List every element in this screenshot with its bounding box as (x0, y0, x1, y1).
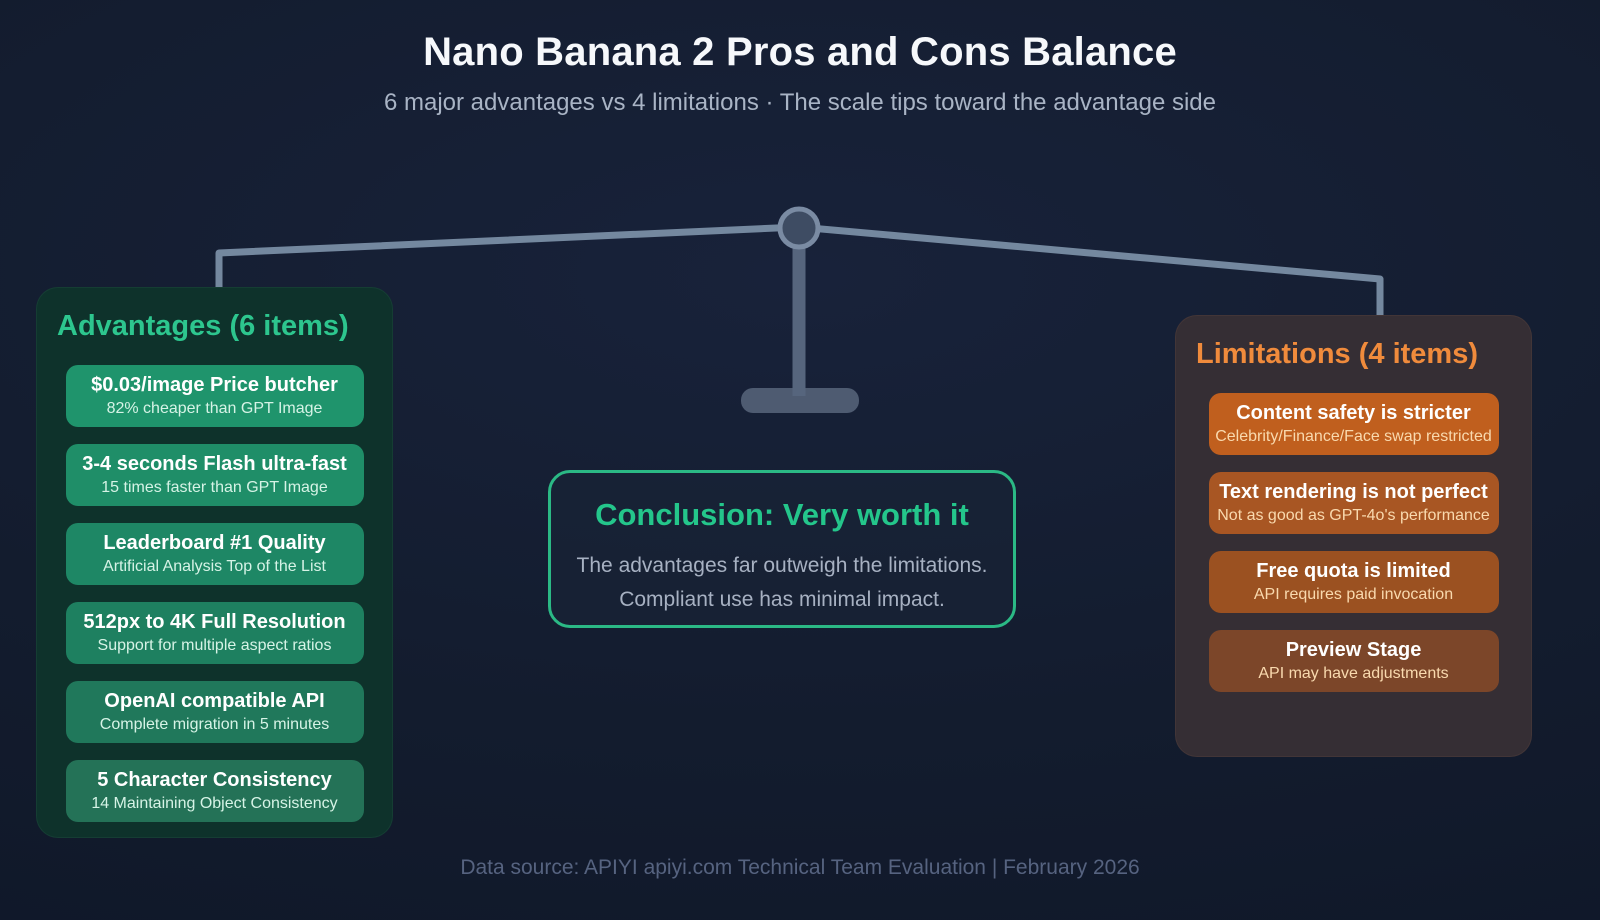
limitation-item: Text rendering is not perfect Not as goo… (1208, 472, 1499, 534)
advantages-list: $0.03/image Price butcher 82% cheaper th… (65, 365, 364, 822)
advantage-title: 5 Character Consistency (97, 768, 332, 791)
limitation-subtitle: Celebrity/Finance/Face swap restricted (1215, 427, 1492, 445)
limitation-title: Preview Stage (1285, 638, 1422, 661)
advantage-title: 3-4 seconds Flash ultra-fast (82, 452, 347, 475)
advantage-item: 3-4 seconds Flash ultra-fast 15 times fa… (65, 444, 364, 506)
advantage-subtitle: 82% cheaper than GPT Image (106, 399, 323, 417)
conclusion-title: Conclusion: Very worth it (595, 497, 969, 532)
limitation-title: Text rendering is not perfect (1219, 480, 1488, 503)
balance-pivot-icon (777, 206, 821, 250)
limitation-item: Preview Stage API may have adjustments (1208, 630, 1499, 692)
conclusion-line1: The advantages far outweigh the limitati… (576, 554, 988, 577)
advantage-subtitle: 15 times faster than GPT Image (101, 478, 328, 496)
advantage-subtitle: 14 Maintaining Object Consistency (91, 794, 338, 812)
advantage-title: $0.03/image Price butcher (91, 373, 338, 396)
advantage-title: 512px to 4K Full Resolution (83, 610, 346, 633)
conclusion-line2: Compliant use has minimal impact. (619, 588, 945, 612)
limitation-item: Content safety is stricter Celebrity/Fin… (1208, 393, 1499, 455)
limitation-title: Free quota is limited (1256, 559, 1451, 582)
limitation-subtitle: Not as good as GPT-4o's performance (1217, 506, 1490, 524)
advantage-item: OpenAI compatible API Complete migration… (65, 681, 364, 743)
limitation-item: Free quota is limited API requires paid … (1208, 551, 1499, 613)
advantages-panel: Advantages (6 items) $0.03/image Price b… (36, 287, 393, 838)
limitation-subtitle: API may have adjustments (1258, 664, 1449, 682)
scale-base (741, 388, 859, 413)
limitation-subtitle: API requires paid invocation (1253, 585, 1454, 603)
advantage-item: $0.03/image Price butcher 82% cheaper th… (65, 365, 364, 427)
advantage-title: OpenAI compatible API (104, 689, 325, 712)
conclusion-box: Conclusion: Very worth it The advantages… (548, 470, 1016, 628)
scale-beam (215, 223, 1384, 283)
advantage-item: 5 Character Consistency 14 Maintaining O… (65, 760, 364, 822)
page-title: Nano Banana 2 Pros and Cons Balance (423, 30, 1177, 74)
advantage-title: Leaderboard #1 Quality (103, 531, 326, 554)
advantage-item: Leaderboard #1 Quality Artificial Analys… (65, 523, 364, 585)
header: Nano Banana 2 Pros and Cons Balance 6 ma… (0, 30, 1600, 117)
limitation-title: Content safety is stricter (1236, 401, 1471, 424)
data-source-footer: Data source: APIYI apiyi.com Technical T… (460, 856, 1140, 879)
limitations-panel: Limitations (4 items) Content safety is … (1175, 315, 1532, 757)
advantage-item: 512px to 4K Full Resolution Support for … (65, 602, 364, 664)
advantage-subtitle: Support for multiple aspect ratios (97, 636, 332, 654)
page-subtitle: 6 major advantages vs 4 limitations · Th… (383, 89, 1216, 116)
advantage-subtitle: Artificial Analysis Top of the List (103, 557, 326, 575)
advantage-subtitle: Complete migration in 5 minutes (99, 715, 330, 733)
limitations-list: Content safety is stricter Celebrity/Fin… (1208, 393, 1499, 692)
advantages-heading: Advantages (6 items) (57, 310, 349, 342)
limitations-heading: Limitations (4 items) (1196, 338, 1478, 370)
